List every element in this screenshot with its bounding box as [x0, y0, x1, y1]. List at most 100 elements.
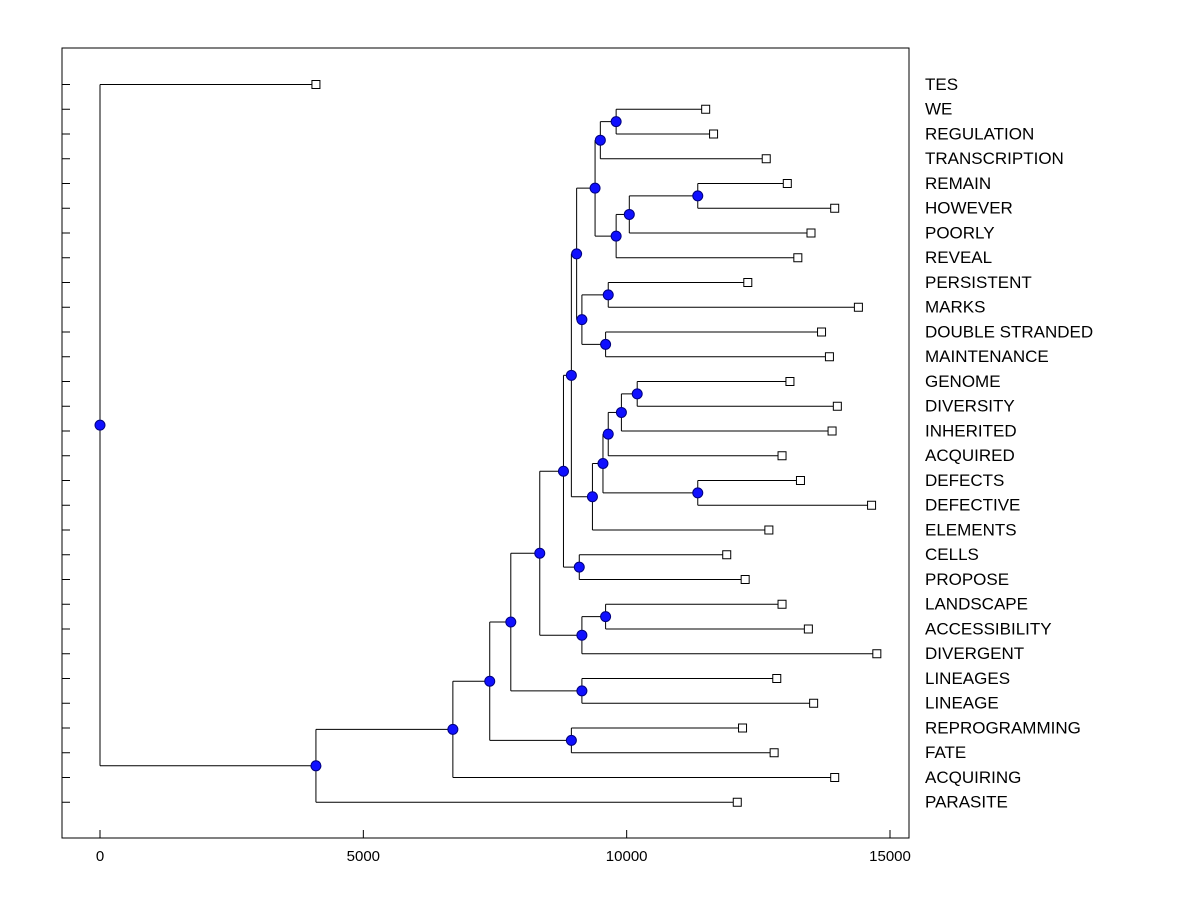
merge-node: [623, 208, 635, 220]
leaf-label: TES: [925, 75, 958, 94]
merge-node: [586, 491, 598, 503]
leaf-marker: [738, 723, 748, 733]
merge-node: [94, 419, 106, 431]
leaf-label: ACCESSIBILITY: [925, 619, 1052, 638]
leaf-label: PERSISTENT: [925, 273, 1032, 292]
leaf-marker: [709, 129, 719, 139]
leaf-marker: [732, 797, 742, 807]
leaf-label: WE: [925, 100, 952, 119]
leaf-marker: [830, 203, 840, 213]
leaf-label: DEFECTIVE: [925, 496, 1020, 515]
leaf-marker: [795, 476, 805, 485]
leaf-marker: [832, 401, 842, 411]
merge-node: [565, 369, 577, 381]
leaf-marker: [777, 599, 787, 609]
merge-node: [576, 629, 588, 641]
merge-node: [597, 457, 609, 469]
merge-node: [600, 611, 612, 623]
x-tick-label: 10000: [606, 848, 648, 865]
leaf-label: DIVERSITY: [925, 397, 1015, 416]
x-axis-ticks: 0 5000 10000 15000: [96, 830, 911, 865]
leaf-marker: [769, 748, 779, 758]
leaf-marker: [772, 674, 782, 683]
leaf-marker: [853, 302, 863, 312]
leaf-label: PROPOSE: [925, 570, 1009, 589]
leaf-marker: [872, 649, 882, 659]
merge-node: [692, 487, 704, 499]
leaf-marker: [827, 426, 837, 436]
leaf-labels: TES WE REGULATION TRANSCRIPTION REMAIN HOWEVE…: [925, 75, 1093, 812]
leaf-marker: [722, 550, 732, 560]
merge-nodes: [94, 116, 704, 772]
merge-node: [576, 685, 588, 697]
merge-node: [610, 116, 622, 128]
leaf-marker: [785, 377, 795, 386]
leaf-label: MARKS: [925, 298, 985, 317]
leaf-label: REGULATION: [925, 124, 1034, 143]
leaf-label: LINEAGE: [925, 694, 999, 713]
leaf-label: DEFECTS: [925, 471, 1004, 490]
merge-node: [589, 182, 601, 194]
leaf-label: REMAIN: [925, 174, 991, 193]
leaf-marker: [803, 624, 813, 634]
leaf-marker: [809, 698, 819, 708]
leaf-marker: [867, 500, 877, 510]
leaf-label: DIVERGENT: [925, 644, 1024, 663]
leaf-label: LANDSCAPE: [925, 595, 1028, 614]
merge-node: [594, 134, 606, 146]
merge-node: [573, 561, 585, 573]
merge-node: [610, 230, 622, 242]
leaf-label: ACQUIRING: [925, 768, 1021, 787]
leaf-label: HOWEVER: [925, 199, 1013, 218]
leaf-marker: [311, 80, 321, 89]
leaf-marker: [817, 327, 827, 337]
leaf-marker: [764, 525, 774, 535]
x-tick-label: 0: [96, 848, 104, 865]
leaf-label: PARASITE: [925, 793, 1008, 812]
leaf-label: ACQUIRED: [925, 446, 1015, 465]
merge-node: [615, 406, 627, 418]
merge-node: [557, 465, 569, 477]
leaf-label: POORLY: [925, 223, 995, 242]
merge-node: [484, 675, 496, 687]
leaf-marker: [701, 104, 711, 114]
leaf-label: TRANSCRIPTION: [925, 149, 1064, 168]
leaf-label: CELLS: [925, 545, 979, 564]
leaf-marker: [806, 228, 816, 238]
merge-node: [602, 428, 614, 440]
leaf-marker: [743, 278, 753, 287]
leaf-label: FATE: [925, 743, 966, 762]
merge-node: [505, 616, 517, 628]
merge-node: [571, 248, 583, 260]
merge-node: [565, 734, 577, 746]
leaf-marker: [782, 179, 792, 188]
leaf-marker: [740, 575, 750, 584]
leaf-label: MAINTENANCE: [925, 347, 1049, 366]
leaf-label: ELEMENTS: [925, 520, 1017, 539]
leaf-marker: [830, 773, 840, 782]
leaf-label: GENOME: [925, 372, 1001, 391]
merge-node: [534, 547, 546, 559]
leaf-marker: [824, 352, 834, 362]
merge-node: [310, 760, 322, 772]
merge-node: [447, 723, 459, 735]
dendrogram-branches: [99, 84, 877, 803]
merge-node: [576, 314, 588, 326]
leaf-label: REVEAL: [925, 248, 992, 267]
merge-node: [631, 388, 643, 400]
leaf-marker: [761, 154, 771, 164]
leaf-label: INHERITED: [925, 421, 1017, 440]
merge-node: [600, 338, 612, 350]
merge-node: [602, 289, 614, 301]
plot-frame: [61, 47, 910, 839]
leaf-marker: [777, 451, 787, 461]
merge-node: [692, 190, 704, 202]
leaf-marker: [793, 253, 803, 263]
left-tick-marks: [62, 84, 70, 803]
leaf-markers: [311, 80, 882, 807]
x-tick-label: 15000: [869, 848, 911, 865]
leaf-label: REPROGRAMMING: [925, 718, 1081, 737]
leaf-label: DOUBLE STRANDED: [925, 322, 1093, 341]
x-tick-label: 5000: [347, 848, 380, 865]
